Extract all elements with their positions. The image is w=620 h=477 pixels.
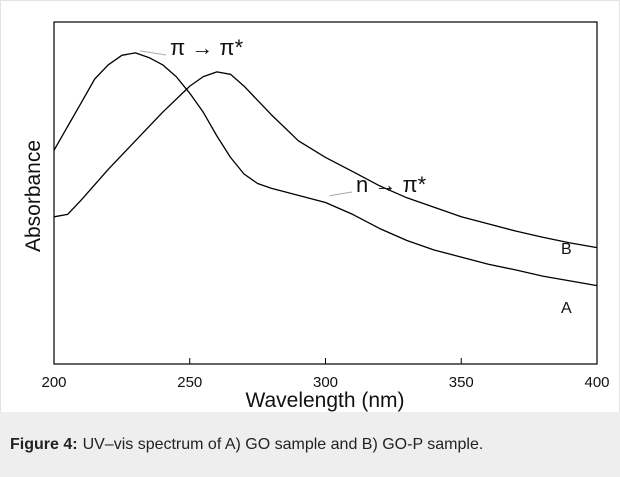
- x-tick-label: 250: [177, 374, 202, 391]
- series-line-b: [53, 71, 598, 249]
- figure-caption: Figure 4: UV–vis spectrum of A) GO sampl…: [0, 412, 620, 477]
- n-pi-star-leader-line: [329, 191, 353, 197]
- x-tick-label: 350: [449, 374, 474, 391]
- y-axis-title: Absorbance: [22, 140, 45, 252]
- n-pi-star-annotation: n → π*: [356, 172, 427, 197]
- plot-area: [53, 21, 598, 365]
- series-layer: [53, 52, 598, 287]
- x-tick-label: 300: [313, 374, 338, 391]
- uv-vis-chart: 200 250 300 350 400 π → π* n → π* B A Wavele…: [22, 21, 610, 412]
- pi-pi-star-annotation: π → π*: [170, 35, 244, 60]
- x-axis-ticks: 200 250 300 350 400: [41, 358, 610, 391]
- x-tick-label: 200: [41, 374, 66, 391]
- x-axis-title: Wavelength (nm): [245, 389, 404, 412]
- caption-label: Figure 4:: [10, 435, 78, 453]
- series-label-b: B: [561, 241, 572, 258]
- series-line-a: [53, 52, 598, 287]
- series-label-a: A: [561, 300, 572, 317]
- caption-text: UV–vis spectrum of A) GO sample and B) G…: [82, 435, 484, 453]
- x-tick-label: 400: [584, 374, 609, 391]
- pi-pi-star-leader-line: [140, 50, 167, 56]
